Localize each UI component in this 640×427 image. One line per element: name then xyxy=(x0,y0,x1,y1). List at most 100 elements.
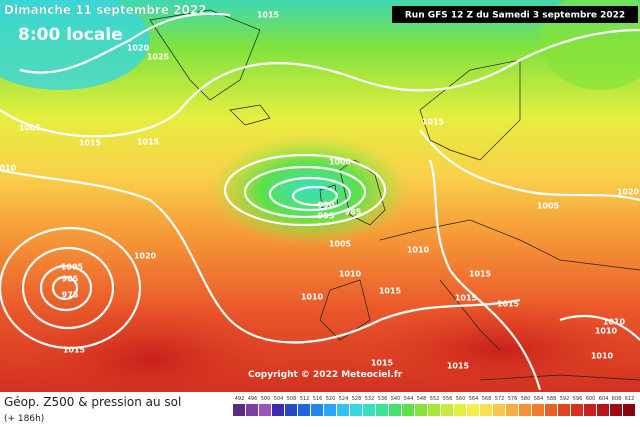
scale-label: 600 xyxy=(586,396,596,402)
isobar-label: 1005 xyxy=(61,263,84,272)
isobar-label: 1015 xyxy=(379,287,402,296)
isobar-label: 1010 xyxy=(339,270,362,279)
scale-swatch xyxy=(623,404,635,416)
color-scale: 492 496 500 504 508 512 516 520 524 528 532 536 540 5… xyxy=(233,396,635,416)
forecast-date: Dimanche 11 septembre 2022 xyxy=(4,3,207,17)
scale-swatch xyxy=(597,404,609,416)
isobar-label: 1020 xyxy=(127,44,150,53)
isobar-label: 1015 xyxy=(497,300,520,309)
isobar-label: 1025 xyxy=(147,53,170,62)
scale-swatch xyxy=(363,404,375,416)
scale-swatch xyxy=(558,404,570,416)
isobar-label: 1015 xyxy=(447,362,470,371)
isobar-label: 1015 xyxy=(257,11,280,20)
scale-label: 492 xyxy=(235,396,245,402)
scale-swatch xyxy=(493,404,505,416)
footer-title: Géop. Z500 & pression au sol xyxy=(4,395,181,409)
scale-swatch xyxy=(532,404,544,416)
isobar-label: 1010 xyxy=(591,352,614,361)
scale-swatch xyxy=(311,404,323,416)
isobar-label: 1010 xyxy=(603,318,626,327)
cold-area xyxy=(0,0,150,90)
isobar-label: 1015 xyxy=(371,359,394,368)
scale-swatch xyxy=(376,404,388,416)
scale-swatch xyxy=(454,404,466,416)
scale-swatch xyxy=(337,404,349,416)
isobar-label: 985 xyxy=(345,208,362,217)
isobar-label: 1015 xyxy=(63,346,86,355)
footer-lead: (+ 186h) xyxy=(4,414,44,424)
isobar-label: 995 xyxy=(318,212,335,221)
scale-swatch xyxy=(571,404,583,416)
forecast-time: 8:00 locale xyxy=(18,25,123,45)
scale-swatch xyxy=(506,404,518,416)
scale-label: 592 xyxy=(560,396,570,402)
scale-swatch xyxy=(246,404,258,416)
isobar-labels: 1015102010251005101510151015101010151000… xyxy=(0,11,640,371)
scale-label: 580 xyxy=(521,396,531,402)
scale-label: 572 xyxy=(495,396,505,402)
scale-swatch xyxy=(389,404,401,416)
scale-label: 588 xyxy=(547,396,557,402)
scale-label: 516 xyxy=(313,396,323,402)
scale-swatch xyxy=(285,404,297,416)
scale-label: 576 xyxy=(508,396,518,402)
isobar-label: 1010 xyxy=(595,327,618,336)
scale-label: 564 xyxy=(469,396,479,402)
isobar-label: 1010 xyxy=(407,246,430,255)
copyright: Copyright © 2022 Meteociel.fr xyxy=(248,370,403,380)
isobar-label: 985 xyxy=(62,275,79,284)
isobar-label: 1010 xyxy=(0,164,17,173)
scale-swatch xyxy=(428,404,440,416)
scale-swatch xyxy=(467,404,479,416)
scale-swatch xyxy=(350,404,362,416)
scale-swatch xyxy=(415,404,427,416)
isobar-label: 1015 xyxy=(455,294,478,303)
isobar-label: 1000 xyxy=(329,158,352,167)
scale-label: 520 xyxy=(326,396,336,402)
scale-label: 584 xyxy=(534,396,544,402)
isobar-label: 1020 xyxy=(134,252,157,261)
scale-label: 532 xyxy=(365,396,375,402)
scale-label: 596 xyxy=(573,396,583,402)
scale-label: 608 xyxy=(612,396,622,402)
scale-label: 496 xyxy=(248,396,258,402)
scale-label: 512 xyxy=(300,396,310,402)
scale-label: 500 xyxy=(261,396,271,402)
scale-swatch xyxy=(584,404,596,416)
coastlines xyxy=(149,9,640,381)
run-banner xyxy=(392,6,638,23)
isobar-label: 1015 xyxy=(469,270,492,279)
isobar-label: 1005 xyxy=(19,124,42,133)
scale-label: 548 xyxy=(417,396,427,402)
isobar-label: 1015 xyxy=(422,118,445,127)
scale-swatch xyxy=(545,404,557,416)
scale-label: 508 xyxy=(287,396,297,402)
scale-swatch xyxy=(324,404,336,416)
scale-label: 524 xyxy=(339,396,349,402)
scale-swatch xyxy=(441,404,453,416)
scale-swatch xyxy=(402,404,414,416)
isobar-label: 1020 xyxy=(617,188,640,197)
depression-area xyxy=(210,135,410,245)
scale-label: 612 xyxy=(625,396,635,402)
scale-swatch xyxy=(298,404,310,416)
isobar-label: 1010 xyxy=(301,293,324,302)
isobars xyxy=(0,12,640,391)
isobar-label: 1005 xyxy=(329,240,352,249)
scale-label: 504 xyxy=(274,396,284,402)
isobar-label: 1015 xyxy=(137,138,160,147)
warm-area xyxy=(350,300,640,400)
scale-label: 556 xyxy=(443,396,453,402)
isobar-label: 1015 xyxy=(79,139,102,148)
scale-label: 536 xyxy=(378,396,388,402)
scale-swatch xyxy=(272,404,284,416)
scale-swatch xyxy=(259,404,271,416)
scale-swatch xyxy=(610,404,622,416)
isobar-label: 1005 xyxy=(537,202,560,211)
scale-label: 540 xyxy=(391,396,401,402)
run-info: Run GFS 12 Z du Samedi 3 septembre 2022 xyxy=(405,11,625,21)
isobar-label: 975 xyxy=(62,291,79,300)
scale-swatch xyxy=(519,404,531,416)
